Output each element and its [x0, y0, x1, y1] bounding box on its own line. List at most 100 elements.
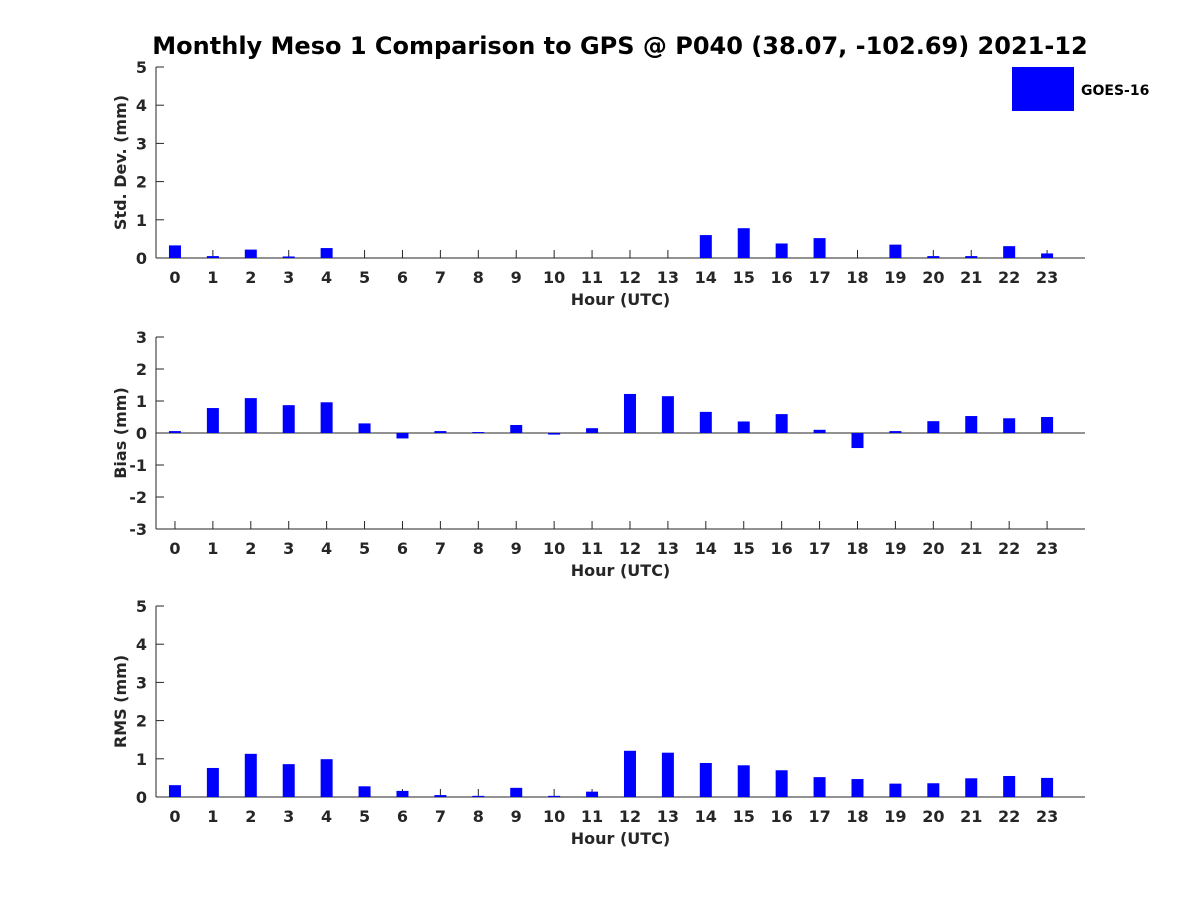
rms-x-tick-label: 19 [884, 807, 906, 826]
rms-bar [396, 790, 409, 797]
rms-y-tick-label: 4 [136, 635, 147, 654]
bias-bar [623, 393, 636, 433]
legend-swatch [1012, 67, 1074, 111]
rms-x-tick-label: 4 [321, 807, 332, 826]
rms-x-tick-label: 17 [808, 807, 830, 826]
rms-y-tick-label: 3 [136, 673, 147, 692]
bias-bar [434, 431, 447, 433]
std-dev-bar [244, 249, 257, 258]
bias-bar [358, 423, 371, 433]
rms-bar [168, 785, 181, 797]
std-dev-x-tick-label: 6 [397, 268, 408, 287]
std-dev-x-tick-label: 9 [511, 268, 522, 287]
bias-bar [206, 408, 219, 433]
rms-y-tick-label: 5 [136, 597, 147, 616]
rms-bar [358, 786, 371, 797]
std-dev-x-tick-label: 1 [207, 268, 218, 287]
std-dev-y-tick-label: 3 [136, 134, 147, 153]
bias-x-tick-label: 10 [543, 539, 565, 558]
std-dev-x-tick-label: 3 [283, 268, 294, 287]
std-dev-y-tick-label: 5 [136, 58, 147, 77]
rms-x-tick-label: 22 [998, 807, 1020, 826]
bias-bar [661, 396, 674, 433]
std-dev-x-tick-label: 14 [695, 268, 717, 287]
rms-y-tick-label: 0 [136, 788, 147, 807]
chart-title: Monthly Meso 1 Comparison to GPS @ P040 … [152, 32, 1087, 60]
std-dev-x-tick-label: 21 [960, 268, 982, 287]
std-dev-x-tick-label: 11 [581, 268, 603, 287]
std-dev-bar [813, 238, 826, 258]
std-dev-x-tick-label: 10 [543, 268, 565, 287]
std-dev-x-tick-label: 5 [359, 268, 370, 287]
bias-y-axis-label: Bias (mm) [111, 387, 130, 479]
bias-bar [699, 411, 712, 433]
bias-x-tick-label: 4 [321, 539, 332, 558]
bias-y-tick-label: -3 [129, 520, 147, 539]
bias-x-tick-label: 13 [657, 539, 679, 558]
bias-x-tick-label: 14 [695, 539, 717, 558]
std-dev-y-tick-label: 4 [136, 96, 147, 115]
std-dev-x-tick-label: 15 [733, 268, 755, 287]
rms-x-tick-label: 5 [359, 807, 370, 826]
rms-bar [510, 787, 523, 797]
bias-x-tick-label: 21 [960, 539, 982, 558]
bias-x-tick-label: 8 [473, 539, 484, 558]
rms-x-tick-label: 12 [619, 807, 641, 826]
bias-x-tick-label: 19 [884, 539, 906, 558]
std-dev-bar [1041, 253, 1054, 258]
rms-bar [623, 750, 636, 797]
bias-bar [775, 414, 788, 433]
std-dev-x-tick-label: 0 [169, 268, 180, 287]
rms-x-tick-label: 9 [511, 807, 522, 826]
rms-bar [244, 753, 257, 797]
bias-x-tick-label: 11 [581, 539, 603, 558]
rms-x-tick-label: 16 [771, 807, 793, 826]
std-dev-x-tick-label: 23 [1036, 268, 1058, 287]
rms-bar [661, 752, 674, 797]
bias-bar [965, 416, 978, 433]
rms-bar [548, 795, 561, 797]
rms-x-tick-label: 0 [169, 807, 180, 826]
std-dev-bar [168, 245, 181, 258]
rms-bar [737, 765, 750, 797]
rms-bar [434, 795, 447, 797]
std-dev-bar [699, 235, 712, 258]
bias-y-tick-label: -1 [129, 456, 147, 475]
rms-bar [813, 777, 826, 797]
std-dev-x-tick-label: 12 [619, 268, 641, 287]
rms-bar [965, 778, 978, 797]
rms-x-tick-label: 21 [960, 807, 982, 826]
bias-bar [737, 421, 750, 433]
rms-x-tick-label: 11 [581, 807, 603, 826]
rms-bar [1003, 775, 1016, 797]
std-dev-x-tick-label: 8 [473, 268, 484, 287]
rms-bar [282, 764, 295, 797]
bias-x-tick-label: 0 [169, 539, 180, 558]
bias-bar [1003, 418, 1016, 433]
bias-x-tick-label: 12 [619, 539, 641, 558]
std-dev-x-tick-label: 18 [846, 268, 868, 287]
rms-bar [472, 795, 485, 797]
bias-bar [396, 433, 409, 439]
bias-y-tick-label: 0 [136, 424, 147, 443]
bias-bar [244, 398, 257, 433]
std-dev-x-tick-label: 13 [657, 268, 679, 287]
bias-x-tick-label: 2 [245, 539, 256, 558]
bias-x-tick-label: 9 [511, 539, 522, 558]
std-dev-x-tick-label: 19 [884, 268, 906, 287]
std-dev-bar [737, 228, 750, 258]
legend: GOES-16 [1012, 67, 1149, 111]
std-dev-y-tick-label: 0 [136, 249, 147, 268]
std-dev-x-axis-label: Hour (UTC) [571, 290, 671, 309]
bias-bar [851, 433, 864, 449]
bias-x-tick-label: 17 [808, 539, 830, 558]
std-dev-x-tick-label: 22 [998, 268, 1020, 287]
rms-x-tick-label: 18 [846, 807, 868, 826]
bias-y-tick-label: 2 [136, 360, 147, 379]
std-dev-bar [889, 244, 902, 258]
std-dev-bar [965, 256, 978, 258]
bias-bar [927, 421, 940, 433]
rms-y-axis-label: RMS (mm) [111, 655, 130, 748]
